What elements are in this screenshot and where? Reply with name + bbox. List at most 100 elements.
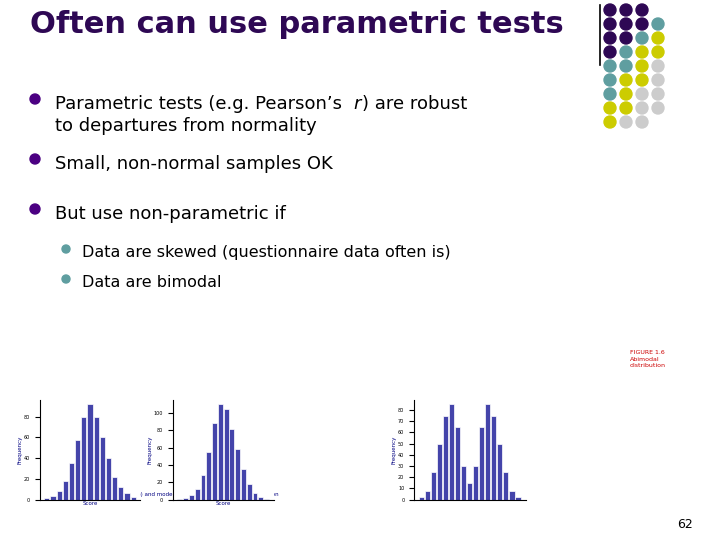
Circle shape [636, 74, 648, 86]
Circle shape [62, 245, 70, 253]
Circle shape [30, 154, 40, 164]
Y-axis label: Frequency: Frequency [392, 435, 397, 464]
Bar [224, 409, 228, 500]
Circle shape [604, 32, 616, 44]
Circle shape [652, 88, 664, 100]
Circle shape [652, 18, 664, 30]
Bar [241, 469, 246, 500]
Text: 62: 62 [678, 518, 693, 531]
Text: to departures from normality: to departures from normality [55, 117, 317, 135]
Bar [194, 489, 199, 500]
Y-axis label: Frequency: Frequency [17, 435, 22, 464]
Bar [491, 416, 497, 500]
Bar [87, 404, 93, 500]
Circle shape [62, 275, 70, 283]
Bar [443, 416, 449, 500]
Text: Data are skewed (questionnaire data often is): Data are skewed (questionnaire data ofte… [82, 245, 451, 260]
Bar [264, 498, 269, 500]
Circle shape [30, 204, 40, 214]
Circle shape [30, 94, 40, 104]
Circle shape [620, 116, 632, 128]
Bar [437, 443, 442, 500]
Circle shape [636, 18, 648, 30]
Bar [106, 458, 111, 500]
Bar [467, 483, 472, 500]
Circle shape [620, 18, 632, 30]
Circle shape [636, 46, 648, 58]
Bar [473, 466, 478, 500]
Bar [498, 443, 503, 500]
Bar [94, 417, 99, 500]
Bar [503, 471, 508, 500]
Circle shape [652, 102, 664, 114]
Bar [425, 490, 431, 500]
Text: But use non-parametric if: But use non-parametric if [55, 205, 286, 223]
Bar [455, 427, 460, 500]
Bar [99, 437, 105, 500]
Circle shape [652, 46, 664, 58]
Circle shape [620, 60, 632, 72]
Circle shape [652, 60, 664, 72]
Circle shape [620, 4, 632, 16]
Bar [485, 404, 490, 500]
Circle shape [604, 60, 616, 72]
Bar [57, 491, 62, 500]
Bar [69, 463, 74, 500]
Bar [200, 475, 205, 500]
Circle shape [620, 102, 632, 114]
Text: FIGURE 1.4  A parametric (left figure) and moderately non-skewed, almost distrib: FIGURE 1.4 A parametric (left figure) an… [40, 492, 279, 497]
Circle shape [652, 32, 664, 44]
Bar [112, 477, 117, 500]
Circle shape [604, 102, 616, 114]
Bar [258, 497, 264, 500]
Bar [480, 427, 485, 500]
Y-axis label: Frequency: Frequency [148, 435, 153, 464]
Bar [235, 449, 240, 500]
Circle shape [620, 74, 632, 86]
Bar [247, 484, 252, 500]
Circle shape [604, 88, 616, 100]
Text: ) are robust: ) are robust [362, 95, 467, 113]
Bar [509, 490, 515, 500]
Bar [50, 496, 55, 500]
Text: Often can use parametric tests: Often can use parametric tests [30, 10, 564, 39]
Bar [118, 487, 123, 500]
Circle shape [604, 74, 616, 86]
Bar [81, 417, 86, 500]
Circle shape [620, 46, 632, 58]
Circle shape [620, 32, 632, 44]
Bar [419, 497, 424, 500]
Circle shape [636, 4, 648, 16]
Bar [212, 423, 217, 500]
Bar [449, 404, 454, 500]
Bar [218, 404, 222, 500]
Circle shape [604, 46, 616, 58]
Bar [462, 466, 467, 500]
Circle shape [604, 116, 616, 128]
Circle shape [604, 18, 616, 30]
Circle shape [636, 60, 648, 72]
Circle shape [604, 4, 616, 16]
Bar [177, 498, 182, 500]
Bar [75, 440, 81, 500]
Text: Data are bimodal: Data are bimodal [82, 275, 222, 290]
Text: Small, non-normal samples OK: Small, non-normal samples OK [55, 155, 333, 173]
X-axis label: Score: Score [82, 501, 98, 506]
Circle shape [652, 74, 664, 86]
X-axis label: Score: Score [215, 501, 231, 506]
Circle shape [636, 102, 648, 114]
Text: Parametric tests (e.g. Pearson’s: Parametric tests (e.g. Pearson’s [55, 95, 348, 113]
Bar [63, 481, 68, 500]
Bar [189, 495, 194, 500]
Circle shape [620, 88, 632, 100]
Circle shape [636, 116, 648, 128]
Bar [183, 498, 188, 500]
Bar [431, 471, 436, 500]
Bar [230, 429, 234, 500]
Bar [207, 452, 211, 500]
Bar [253, 492, 258, 500]
Bar [125, 494, 130, 500]
Circle shape [636, 32, 648, 44]
Bar [130, 497, 136, 500]
Circle shape [636, 88, 648, 100]
